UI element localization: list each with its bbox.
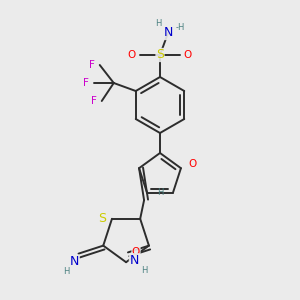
Text: F: F: [89, 60, 95, 70]
Text: F: F: [91, 96, 97, 106]
Text: O: O: [184, 50, 192, 60]
Text: H: H: [155, 19, 161, 28]
Text: O: O: [132, 248, 140, 257]
Text: F: F: [83, 78, 89, 88]
Text: N: N: [70, 255, 79, 268]
Text: S: S: [156, 49, 164, 62]
Text: N: N: [163, 26, 173, 40]
Text: H: H: [63, 267, 70, 276]
Text: H: H: [141, 266, 147, 275]
Text: O: O: [189, 159, 197, 169]
Text: N: N: [129, 254, 139, 267]
Text: O: O: [128, 50, 136, 60]
Text: H: H: [157, 188, 163, 197]
Text: S: S: [98, 212, 106, 225]
Text: -H: -H: [175, 23, 185, 32]
